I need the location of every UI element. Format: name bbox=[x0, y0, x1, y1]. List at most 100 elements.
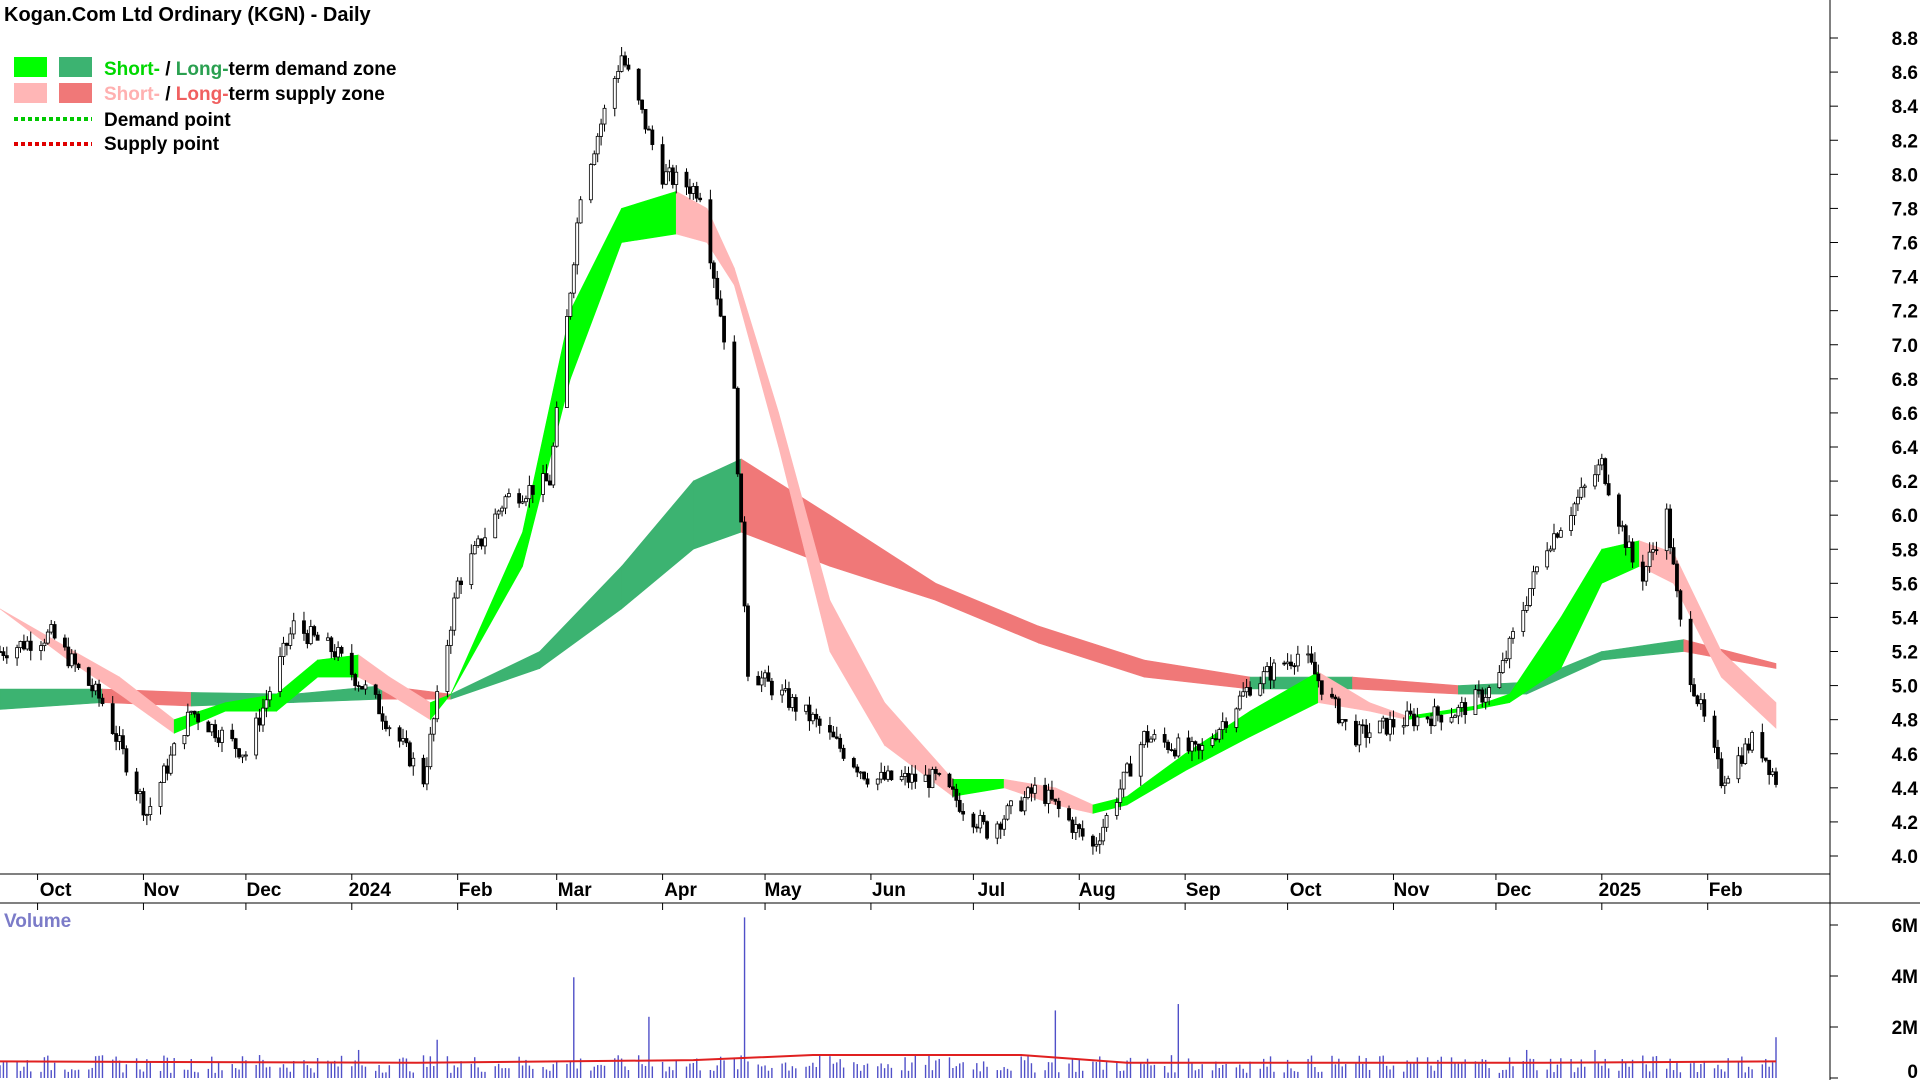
price-candle-body bbox=[168, 754, 173, 774]
price-tick-label: 8.0 bbox=[1892, 165, 1918, 186]
price-candle-body bbox=[810, 713, 815, 722]
price-candle-body bbox=[1487, 687, 1492, 698]
price-candle-body bbox=[1688, 618, 1693, 686]
price-candle-body bbox=[503, 496, 508, 509]
price-candle-body bbox=[1200, 745, 1205, 751]
price-candle-body bbox=[1128, 763, 1133, 777]
price-candle-body bbox=[244, 754, 248, 757]
price-candle-body bbox=[565, 316, 569, 408]
price-candle-body bbox=[954, 788, 959, 801]
price-candle-body bbox=[640, 99, 644, 110]
price-candle-body bbox=[554, 407, 559, 447]
price-candle-body bbox=[1343, 719, 1348, 722]
x-tick-label: Mar bbox=[558, 880, 592, 901]
price-candle-body bbox=[1763, 757, 1768, 761]
price-candle-body bbox=[1511, 631, 1515, 639]
price-candle-body bbox=[732, 341, 737, 389]
price-candle-body bbox=[165, 765, 170, 774]
price-candle-body bbox=[336, 647, 341, 658]
legend: Short- / Long-term demand zone Short- / … bbox=[14, 57, 396, 155]
price-candle-body bbox=[817, 718, 822, 726]
price-candle-body bbox=[431, 718, 436, 735]
price-candle-body bbox=[240, 754, 245, 758]
price-candle-body bbox=[851, 758, 856, 768]
price-candle-body bbox=[1002, 818, 1007, 830]
price-candle-body bbox=[971, 813, 976, 828]
price-candle-body bbox=[148, 806, 153, 815]
price-candle-body bbox=[691, 186, 696, 194]
price-candle-body bbox=[1760, 732, 1765, 759]
price-candle-body bbox=[793, 697, 798, 712]
price-candle-body bbox=[387, 727, 392, 730]
chart-title: Kogan.Com Ltd Ordinary (KGN) - Daily bbox=[4, 4, 372, 26]
price-candle-body bbox=[476, 538, 481, 546]
price-candle-body bbox=[1593, 474, 1597, 487]
price-candle-body bbox=[1702, 699, 1707, 717]
price-candle-body bbox=[1138, 744, 1143, 777]
price-candle-body bbox=[1449, 717, 1454, 723]
price-tick-label: 4.6 bbox=[1892, 745, 1918, 766]
x-tick-label: 2024 bbox=[349, 880, 392, 901]
price-candle-body bbox=[698, 197, 703, 201]
price-candle-body bbox=[947, 773, 952, 788]
price-candle-body bbox=[998, 823, 1003, 830]
price-candle-body bbox=[192, 710, 197, 715]
legend-demand-zone: Short- / Long-term demand zone bbox=[104, 59, 396, 80]
price-candle-body bbox=[619, 55, 624, 72]
price-candle-body bbox=[1125, 763, 1129, 773]
price-tick-label: 7.4 bbox=[1892, 268, 1919, 289]
price-tick-label: 8.6 bbox=[1892, 63, 1918, 84]
price-candle-body bbox=[787, 688, 791, 708]
price-candle-body bbox=[172, 743, 177, 756]
volume-tick-label: 2M bbox=[1892, 1018, 1918, 1039]
price-candle-body bbox=[718, 298, 723, 317]
price-candle-body bbox=[1630, 541, 1635, 563]
price-candle-body bbox=[1531, 571, 1536, 589]
price-candle-body bbox=[4, 655, 9, 659]
price-candle-body bbox=[97, 683, 101, 699]
price-candle-body bbox=[1306, 653, 1310, 656]
price-candle-body bbox=[756, 675, 761, 686]
price-candle-body bbox=[1504, 658, 1509, 661]
price-tick-label: 7.6 bbox=[1892, 234, 1918, 255]
price-candle-body bbox=[1391, 719, 1396, 728]
price-candle-body bbox=[1285, 661, 1290, 665]
x-tick-label: Feb bbox=[1709, 880, 1743, 901]
price-candle-body bbox=[278, 656, 282, 692]
price-candle-body bbox=[995, 823, 1000, 839]
price-candle-body bbox=[397, 727, 402, 742]
price-candle-body bbox=[469, 553, 474, 585]
price-candle-body bbox=[1272, 662, 1276, 681]
price-candle-body bbox=[1176, 737, 1181, 757]
price-candle-body bbox=[312, 626, 317, 636]
price-candle-body bbox=[339, 647, 344, 654]
price-candle-body bbox=[933, 769, 938, 774]
x-tick-label: Dec bbox=[1497, 880, 1532, 901]
price-candle-body bbox=[1736, 755, 1741, 780]
price-candle-body bbox=[62, 637, 67, 648]
price-candle-body bbox=[684, 171, 689, 188]
price-candle-body bbox=[1118, 788, 1123, 803]
price-candle-body bbox=[1497, 672, 1502, 688]
price-candle-body bbox=[182, 735, 187, 745]
price-candle-body bbox=[1354, 720, 1358, 746]
price-candle-body bbox=[1432, 706, 1437, 727]
price-candle-body bbox=[425, 766, 429, 785]
price-candle-body bbox=[1193, 741, 1198, 745]
price-candle-body bbox=[889, 770, 894, 781]
price-candle-body bbox=[162, 765, 166, 783]
price-candle-body bbox=[667, 167, 672, 173]
price-candle-body bbox=[1043, 784, 1048, 804]
price-candle-body bbox=[923, 774, 928, 782]
price-candle-body bbox=[308, 626, 313, 645]
price-candle-body bbox=[411, 757, 416, 767]
price-candle-body bbox=[305, 633, 310, 645]
short-term-zone-segment bbox=[1721, 650, 1777, 729]
x-tick-label: May bbox=[765, 880, 802, 901]
price-candle-body bbox=[1528, 588, 1532, 606]
price-candle-body bbox=[616, 71, 621, 79]
price-candle-body bbox=[903, 773, 907, 777]
price-candle-body bbox=[506, 493, 511, 498]
price-tick-label: 6.0 bbox=[1892, 506, 1918, 527]
price-candle-body bbox=[910, 773, 914, 783]
